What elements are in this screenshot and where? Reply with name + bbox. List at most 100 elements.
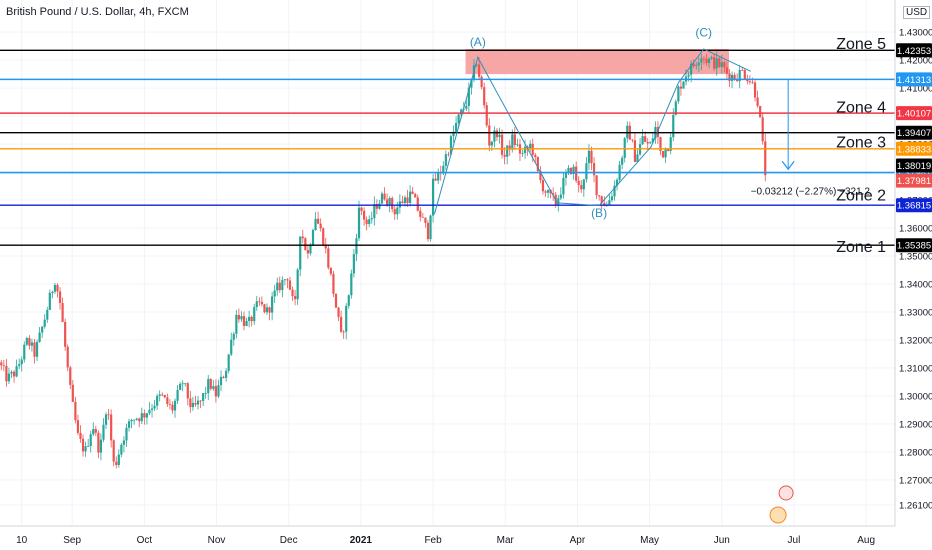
candle-body xyxy=(74,401,77,421)
candle-body xyxy=(317,218,320,224)
candle-body xyxy=(56,284,59,292)
candle-body xyxy=(334,293,338,308)
candle-body xyxy=(189,398,192,408)
price-tag-label: 1.35385 xyxy=(897,241,931,252)
candle-body xyxy=(493,130,496,142)
candle-body xyxy=(385,199,389,205)
candle-body xyxy=(753,82,757,98)
candle-body xyxy=(2,365,5,367)
candle-body xyxy=(536,156,539,171)
candle-body xyxy=(431,178,435,216)
price-tag-bg xyxy=(896,106,932,121)
event-flag-icon xyxy=(769,506,787,524)
candle-body xyxy=(125,427,128,441)
candle-body xyxy=(608,200,611,205)
candle-body xyxy=(150,408,154,410)
candle-body xyxy=(92,429,95,435)
candle-body xyxy=(319,223,322,229)
candle-body xyxy=(383,193,386,200)
candle-body xyxy=(467,87,470,106)
candle-body xyxy=(196,400,200,405)
wave-polyline[interactable] xyxy=(434,48,751,215)
candle-body xyxy=(728,73,731,81)
candle-body xyxy=(191,402,195,408)
candle-body xyxy=(419,210,422,217)
chart-title: British Pound / U.S. Dollar, 4h, FXCM xyxy=(6,6,189,18)
price-tick-label: 1.30000 xyxy=(899,391,932,402)
candle-body xyxy=(115,461,118,465)
candle-body xyxy=(672,114,675,138)
resistance-box[interactable] xyxy=(465,48,729,75)
candle-body xyxy=(707,58,711,64)
candlestick-series xyxy=(0,52,767,469)
price-tag-bg xyxy=(896,198,932,213)
candle-body xyxy=(99,439,103,453)
candle-body xyxy=(33,342,36,357)
candle-body xyxy=(212,386,215,389)
horizontal-levels[interactable] xyxy=(0,49,895,246)
candle-body xyxy=(416,197,419,211)
currency-label[interactable]: USD xyxy=(903,6,931,19)
candle-body xyxy=(173,400,177,411)
wave-pattern[interactable] xyxy=(434,48,751,215)
candle-body xyxy=(166,397,169,405)
candle-body xyxy=(148,409,151,414)
candle-body xyxy=(30,342,34,346)
price-tag-label: 1.38833 xyxy=(897,144,931,155)
candle-body xyxy=(260,301,263,305)
candle-body xyxy=(324,244,327,249)
candle-body xyxy=(736,79,739,82)
price-tag-bg xyxy=(896,238,932,253)
candle-body xyxy=(250,316,253,322)
candle-body xyxy=(46,309,49,320)
candle-body xyxy=(598,195,601,197)
time-tick-label: Oct xyxy=(137,535,153,546)
candle-body xyxy=(41,326,44,333)
candle-body xyxy=(202,393,205,401)
candle-body xyxy=(751,82,754,84)
candle-body xyxy=(265,307,269,313)
candle-body xyxy=(661,151,665,158)
price-tag-bg xyxy=(896,125,932,140)
candle-body xyxy=(498,134,501,138)
price-tag-bg xyxy=(896,72,932,87)
candle-body xyxy=(309,245,312,254)
candle-body xyxy=(577,180,580,186)
candle-body xyxy=(388,197,391,205)
time-tick-label: Jul xyxy=(788,535,801,546)
candle-body xyxy=(391,197,394,210)
candle-body xyxy=(263,304,266,313)
candle-body xyxy=(682,81,685,89)
price-tick-label: 1.26100 xyxy=(899,501,932,512)
candle-body xyxy=(10,371,13,374)
candle-body xyxy=(595,175,598,196)
candle-body xyxy=(230,339,233,355)
time-tick-label: Feb xyxy=(424,535,442,546)
candle-body xyxy=(414,193,417,198)
candle-body xyxy=(720,62,723,67)
candle-body xyxy=(311,230,315,246)
candle-body xyxy=(51,291,54,293)
candle-body xyxy=(53,284,57,292)
price-tag-bg xyxy=(896,141,932,156)
candle-body xyxy=(273,290,276,297)
candle-body xyxy=(393,209,396,215)
candle-body xyxy=(534,154,537,157)
candle-body xyxy=(240,316,243,320)
candle-body xyxy=(557,198,560,205)
candle-body xyxy=(237,314,241,320)
candle-body xyxy=(697,62,700,66)
candle-body xyxy=(143,413,146,418)
candle-body xyxy=(475,64,478,66)
candle-body xyxy=(437,172,440,181)
candle-body xyxy=(582,179,585,190)
candle-body xyxy=(664,148,667,158)
candle-body xyxy=(79,432,82,439)
candle-body xyxy=(288,280,292,290)
candle-body xyxy=(644,136,647,142)
price-axis-panel xyxy=(895,0,932,550)
time-tick-label: Apr xyxy=(570,535,586,546)
candle-body xyxy=(552,193,555,195)
price-tag-label: 1.39407 xyxy=(897,128,931,139)
